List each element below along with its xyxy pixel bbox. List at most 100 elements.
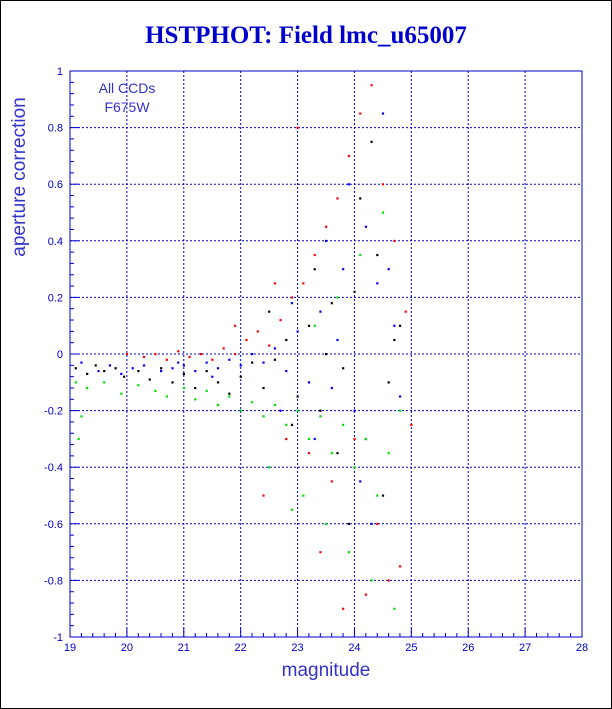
- data-point: [359, 480, 362, 483]
- data-point: [154, 389, 157, 392]
- data-point: [171, 367, 174, 370]
- data-point: [313, 253, 316, 257]
- x-tick-label: 20: [121, 642, 133, 654]
- data-point: [273, 358, 276, 361]
- data-point: [137, 384, 140, 387]
- data-point: [182, 372, 185, 376]
- data-point: [381, 112, 385, 115]
- data-point: [194, 369, 197, 373]
- data-point: [387, 268, 390, 271]
- data-point: [307, 452, 311, 455]
- data-point: [86, 372, 89, 376]
- data-point: [77, 437, 80, 441]
- data-point: [285, 423, 288, 426]
- data-point: [251, 353, 254, 356]
- data-point: [154, 353, 157, 356]
- x-axis-label: magnitude: [282, 660, 371, 681]
- data-point: [262, 494, 265, 497]
- data-point: [239, 375, 242, 378]
- data-point: [182, 364, 185, 367]
- data-point: [393, 607, 396, 610]
- data-point: [103, 369, 106, 373]
- data-point: [290, 423, 294, 426]
- data-point: [262, 361, 265, 364]
- y-tick-label: 0.2: [48, 292, 63, 304]
- data-point: [148, 378, 151, 381]
- chart-title: HSTPHOT: Field lmc_u65007: [145, 22, 467, 49]
- data-point: [120, 392, 123, 395]
- data-point: [273, 282, 276, 285]
- data-point: [262, 415, 265, 418]
- data-point: [404, 310, 407, 313]
- data-point: [393, 239, 396, 242]
- data-point: [290, 508, 294, 511]
- data-point: [177, 350, 180, 353]
- data-point: [251, 401, 254, 404]
- data-point: [228, 392, 231, 395]
- data-point: [381, 183, 385, 186]
- data-point: [398, 565, 402, 568]
- y-tick-label: 0.4: [48, 236, 63, 248]
- data-point: [273, 403, 276, 407]
- data-point: [313, 268, 316, 271]
- data-point: [239, 409, 242, 412]
- data-point: [325, 239, 328, 242]
- data-point: [364, 225, 368, 228]
- data-point: [194, 386, 197, 390]
- data-point: [376, 522, 379, 525]
- data-point: [353, 409, 356, 412]
- data-point: [393, 338, 396, 342]
- data-point: [103, 381, 106, 384]
- data-point: [228, 358, 231, 361]
- data-point: [359, 112, 362, 115]
- data-point: [216, 381, 220, 384]
- data-point: [211, 375, 214, 378]
- data-point: [256, 330, 259, 333]
- data-point: [353, 290, 356, 293]
- data-point: [296, 126, 299, 129]
- data-point: [330, 302, 333, 305]
- data-point: [194, 398, 197, 401]
- data-point: [296, 395, 299, 398]
- data-point: [347, 551, 350, 554]
- y-tick-label: -0.8: [44, 575, 63, 587]
- legend-line-1: All CCDs: [99, 80, 156, 96]
- data-point: [86, 386, 89, 390]
- data-point: [410, 423, 413, 426]
- legend-line-2: F675W: [104, 99, 150, 115]
- x-tick-label: 26: [462, 642, 474, 654]
- y-tick-label: -0.4: [44, 462, 63, 474]
- data-point: [97, 369, 100, 373]
- data-point: [268, 466, 271, 469]
- y-tick-label: 0: [57, 349, 63, 361]
- data-point: [342, 607, 345, 610]
- data-point: [279, 409, 282, 412]
- data-point: [393, 324, 396, 327]
- data-point: [330, 452, 333, 455]
- data-point: [398, 409, 402, 412]
- y-tick-label: -0.6: [44, 519, 63, 531]
- data-point: [171, 381, 174, 384]
- data-point: [165, 395, 168, 398]
- data-point: [273, 347, 276, 350]
- data-point: [370, 579, 373, 582]
- data-point: [262, 386, 265, 390]
- data-point: [268, 344, 271, 347]
- data-point: [114, 367, 117, 370]
- data-point: [330, 386, 333, 390]
- data-point: [342, 367, 345, 370]
- data-point: [336, 452, 339, 455]
- data-point: [74, 367, 77, 370]
- data-point: [364, 437, 368, 441]
- data-point: [307, 437, 311, 441]
- axes: [69, 70, 583, 638]
- data-point: [268, 310, 271, 313]
- data-point: [381, 211, 385, 214]
- data-point: [302, 494, 305, 497]
- x-tick-label: 27: [519, 642, 531, 654]
- data-point: [160, 369, 163, 373]
- x-tick-label: 23: [291, 642, 303, 654]
- data-point: [131, 367, 134, 370]
- data-point: [182, 386, 185, 390]
- data-point: [125, 353, 129, 356]
